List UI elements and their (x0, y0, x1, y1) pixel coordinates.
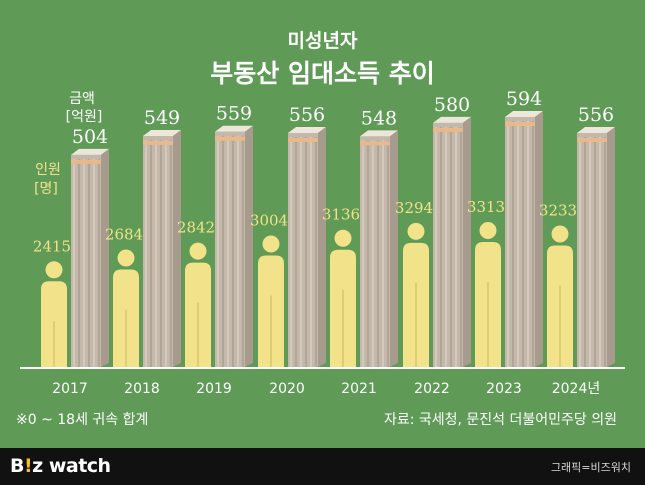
footer-bar: B!z watch 그래픽=비즈워치 (0, 448, 645, 485)
chart-title-line1: 미성년자 (287, 30, 358, 52)
person-figure-2020 (258, 235, 284, 367)
person-series-unit: [명] (34, 181, 58, 197)
person-figure-2018 (113, 249, 139, 367)
person-value-label: 3294 (395, 199, 433, 217)
amount-bar-side (607, 126, 615, 368)
x-tick-label: 2017 (52, 381, 88, 397)
source-note: 자료: 국세청, 문진석 더불어민주당 의원 (383, 412, 617, 428)
amount-bar-side (245, 125, 253, 367)
amount-bar-2018 (143, 129, 181, 367)
amount-bar-2017 (71, 148, 109, 367)
amount-bar-top (288, 126, 326, 133)
x-tick-label: 2021 (341, 381, 377, 397)
amount-bar-side (535, 111, 543, 367)
amount-bar-side (318, 126, 326, 368)
amount-bar-body (505, 117, 535, 367)
x-tick-label: 2020 (269, 381, 305, 397)
person-head (407, 222, 425, 240)
x-tick-label: 2019 (196, 381, 232, 397)
amount-bar-2021 (360, 130, 398, 367)
amount-bar-2023 (505, 111, 543, 367)
person-head (551, 225, 569, 243)
amount-bar-top (71, 148, 109, 155)
person-figure-2019 (185, 242, 211, 367)
footnote: ※0 ~ 18세 귀속 합계 (16, 412, 149, 428)
person-head (117, 249, 135, 267)
amount-series-label: 금액 (69, 91, 95, 107)
amount-bar-band (433, 127, 463, 132)
amount-bar-2024년 (577, 126, 615, 368)
amount-bar-body (577, 132, 607, 367)
person-figure-2017 (41, 261, 67, 367)
amount-bar-band (505, 122, 535, 126)
graphic-credit: 그래픽=비즈워치 (550, 461, 631, 474)
amount-value-label: 504 (72, 126, 108, 148)
person-value-label: 3136 (322, 206, 360, 224)
amount-bar-top (143, 129, 181, 136)
person-figure-2023 (475, 222, 501, 367)
x-tick-label: 2023 (486, 381, 522, 397)
amount-value-label: 580 (434, 94, 470, 116)
amount-value-label: 556 (578, 104, 614, 126)
chart-title-line2: 부동산 임대소득 추이 (210, 59, 435, 88)
logo-part-watch: z watch (32, 455, 111, 477)
person-series-label: 인원 (35, 162, 61, 178)
person-value-label: 3233 (539, 202, 577, 220)
amount-series-unit: [억원] (66, 109, 103, 125)
amount-bar-side (101, 148, 109, 367)
amount-bar-2022 (433, 116, 471, 367)
person-value-label: 3004 (250, 212, 288, 230)
person-figure-2022 (403, 222, 429, 367)
amount-bar-top (433, 116, 471, 123)
amount-bar-top (577, 126, 615, 133)
amount-bar-body (143, 135, 173, 367)
person-value-label: 2842 (177, 219, 215, 237)
amount-bar-side (173, 129, 181, 367)
person-head (189, 242, 207, 260)
amount-bar-body (71, 154, 101, 367)
amount-bar-band (288, 137, 318, 142)
amount-value-label: 594 (506, 88, 542, 110)
amount-bar-2020 (288, 126, 326, 368)
amount-bar-band (215, 136, 245, 141)
amount-value-label: 549 (144, 107, 180, 129)
person-figure-2021 (330, 229, 356, 367)
logo-part-b: B (10, 455, 24, 477)
person-value-label: 3313 (467, 198, 505, 216)
person-head (334, 229, 352, 247)
amount-bar-body (360, 136, 390, 367)
amount-bar-top (215, 125, 253, 132)
amount-bar-band (71, 159, 101, 164)
amount-value-label: 548 (361, 107, 397, 129)
amount-bar-band (143, 140, 173, 145)
logo-part-mark: ! (23, 455, 33, 477)
person-figure-2024년 (547, 225, 573, 367)
person-value-label: 2684 (105, 226, 143, 244)
person-value-label: 2415 (33, 237, 71, 255)
amount-bar-body (433, 122, 463, 367)
amount-bar-top (360, 130, 398, 137)
x-tick-label: 2018 (124, 381, 160, 397)
amount-bar-side (390, 130, 398, 367)
amount-bar-body (288, 132, 318, 367)
person-head (45, 261, 63, 279)
amount-bar-band (360, 141, 390, 146)
amount-bar-top (505, 111, 543, 117)
person-head (479, 222, 497, 239)
amount-bar-band (577, 137, 607, 142)
amount-bar-2019 (215, 125, 253, 367)
amount-value-label: 556 (289, 104, 325, 126)
amount-bar-body (215, 131, 245, 367)
x-tick-label: 2024년 (552, 381, 601, 397)
amount-value-label: 559 (216, 103, 252, 125)
x-tick-label: 2022 (414, 381, 450, 397)
amount-bar-side (463, 116, 471, 367)
person-head (262, 235, 280, 253)
bizwatch-logo: B!z watch (10, 455, 111, 477)
